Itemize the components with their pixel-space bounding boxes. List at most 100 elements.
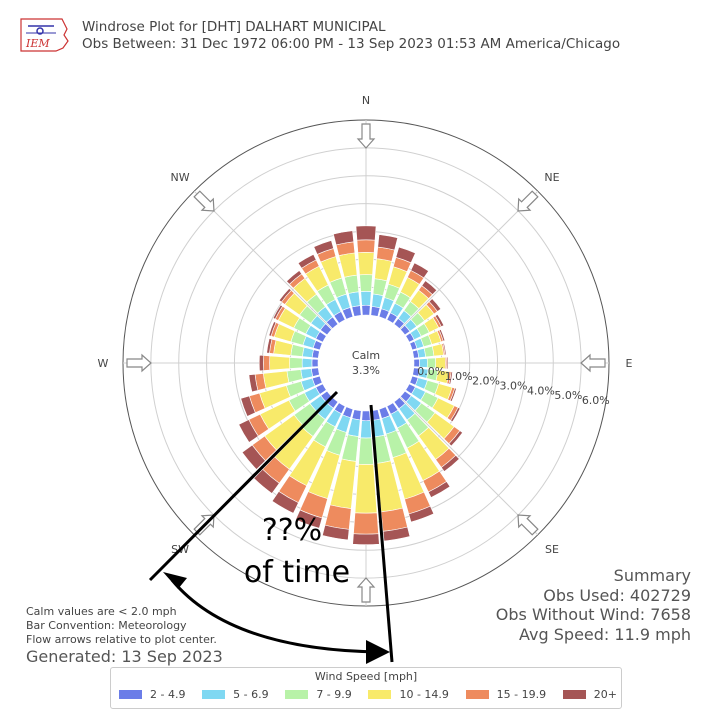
direction-arrow-shape — [126, 353, 152, 373]
direction-arrow-shape — [580, 353, 606, 373]
wedge-segment — [449, 387, 457, 402]
compass-label-nw: NW — [170, 171, 189, 184]
wedge-segment — [438, 328, 446, 342]
legend-label: 10 - 14.9 — [399, 688, 449, 701]
wedge-segment — [356, 239, 376, 253]
wedge-segment — [295, 509, 323, 529]
legend-label: 20+ — [593, 688, 617, 701]
wedge-segment — [351, 305, 362, 317]
footnote-flow: Flow arrows relative to plot center. — [26, 633, 217, 646]
wedge-segment — [333, 230, 355, 246]
wedge-segment — [286, 369, 303, 383]
legend-items: 2 - 4.9 5 - 6.9 7 - 9.9 10 - 14.9 15 - 19.9 2… — [119, 688, 617, 701]
wedge-segment — [355, 225, 377, 241]
annotation-line-right — [369, 404, 394, 663]
wedge-segment — [238, 419, 259, 443]
legend-item: 7 - 9.9 — [285, 688, 352, 701]
direction-arrow-s — [356, 577, 376, 603]
legend-item: 2 - 4.9 — [119, 688, 185, 701]
legend-swatch — [465, 690, 489, 699]
annotation-line-left — [148, 390, 339, 582]
wedge-segment — [297, 253, 317, 269]
direction-arrow-e — [580, 353, 606, 373]
calm-label: Calm — [352, 349, 380, 362]
wedge-segment — [421, 280, 438, 296]
wedge-segment — [266, 338, 273, 354]
radial-tick-label: 5.0% — [554, 389, 582, 402]
annotation-text-line1: ??% — [262, 513, 322, 548]
wedge-segment — [448, 430, 463, 447]
wedge-segment — [354, 463, 378, 514]
legend-label: 7 - 9.9 — [316, 688, 352, 701]
radial-tick-label: 0.0% — [417, 365, 445, 378]
wedge-segment — [434, 313, 445, 327]
iem-logo: IEM — [18, 17, 70, 57]
grid-spoke — [193, 190, 333, 330]
compass-label-e: E — [626, 357, 633, 370]
grid-spoke — [399, 190, 539, 330]
wedge-segment — [268, 321, 277, 337]
radial-tick-label: 4.0% — [527, 384, 555, 397]
legend-title: Wind Speed [mph] — [314, 670, 418, 683]
wedge-segment — [301, 358, 313, 368]
wedge-segment — [300, 368, 314, 380]
wedge-segment — [442, 342, 447, 356]
wedge-segment — [427, 481, 451, 498]
calm-circle — [320, 317, 412, 409]
wedge-segment — [358, 437, 374, 465]
wedge-segment — [446, 356, 449, 370]
summary-avg-speed: Avg Speed: 11.9 mph — [519, 625, 691, 644]
legend-item: 5 - 6.9 — [202, 688, 269, 701]
radial-tick-label: 3.0% — [500, 380, 528, 393]
direction-arrow-ne — [517, 190, 539, 212]
wedge-segment — [440, 454, 460, 472]
wedge-segment — [352, 533, 380, 546]
wedge-segment — [258, 354, 264, 372]
wedge-segment — [338, 252, 358, 278]
legend-label: 2 - 4.9 — [150, 688, 186, 701]
legend-swatch — [202, 690, 226, 699]
annotation-arrowhead-left — [163, 572, 187, 589]
summary-obs-without-wind: Obs Without Wind: 7658 — [495, 605, 691, 624]
wedge-segment — [353, 512, 379, 535]
wedge-segment — [374, 258, 393, 282]
wedge-segment — [273, 339, 294, 356]
wedge-segment — [311, 358, 319, 368]
wedge-segment — [286, 270, 303, 285]
direction-arrow-se — [517, 514, 539, 536]
direction-arrow-shape — [517, 514, 539, 536]
radial-tick-label: 2.0% — [472, 375, 500, 388]
direction-arrow-shape — [356, 577, 376, 603]
compass-label-se: SE — [545, 543, 559, 556]
legend: Wind Speed [mph] 2 - 4.9 5 - 6.9 7 - 9.9 10… — [110, 667, 622, 709]
footnote-convention: Bar Convention: Meteorology — [26, 619, 187, 632]
wedge-segment — [371, 293, 384, 309]
wedge-segment — [263, 355, 271, 371]
legend-item: 15 - 19.9 — [465, 688, 547, 701]
legend-label: 15 - 19.9 — [496, 688, 547, 701]
direction-arrow-shape — [517, 190, 539, 212]
wedge-segment — [377, 234, 399, 251]
wedge-segment — [372, 278, 388, 297]
wedge-segment — [370, 306, 381, 317]
wedge-segment — [253, 468, 280, 494]
legend-swatch — [368, 690, 392, 699]
chart-title: Windrose Plot for [DHT] DALHART MUNICIPA… — [82, 19, 386, 35]
wedge-segment — [289, 357, 303, 369]
legend-swatch — [285, 690, 309, 699]
wedge-segment — [269, 355, 291, 371]
wedge-segment — [428, 298, 442, 312]
legend-swatch — [119, 690, 142, 699]
wedge-segment — [313, 240, 334, 255]
wedge-segment — [271, 490, 299, 514]
annotation-arc — [170, 579, 381, 654]
wedge-segment — [450, 407, 461, 423]
annotation-text-line2: of time — [244, 555, 350, 590]
wedge-segment — [360, 420, 372, 439]
wedge-segment — [322, 524, 350, 541]
wedge-segment — [290, 344, 305, 357]
wedge-segment — [241, 444, 266, 470]
wedge-segment — [395, 246, 416, 264]
legend-item: 20+ — [562, 688, 617, 701]
